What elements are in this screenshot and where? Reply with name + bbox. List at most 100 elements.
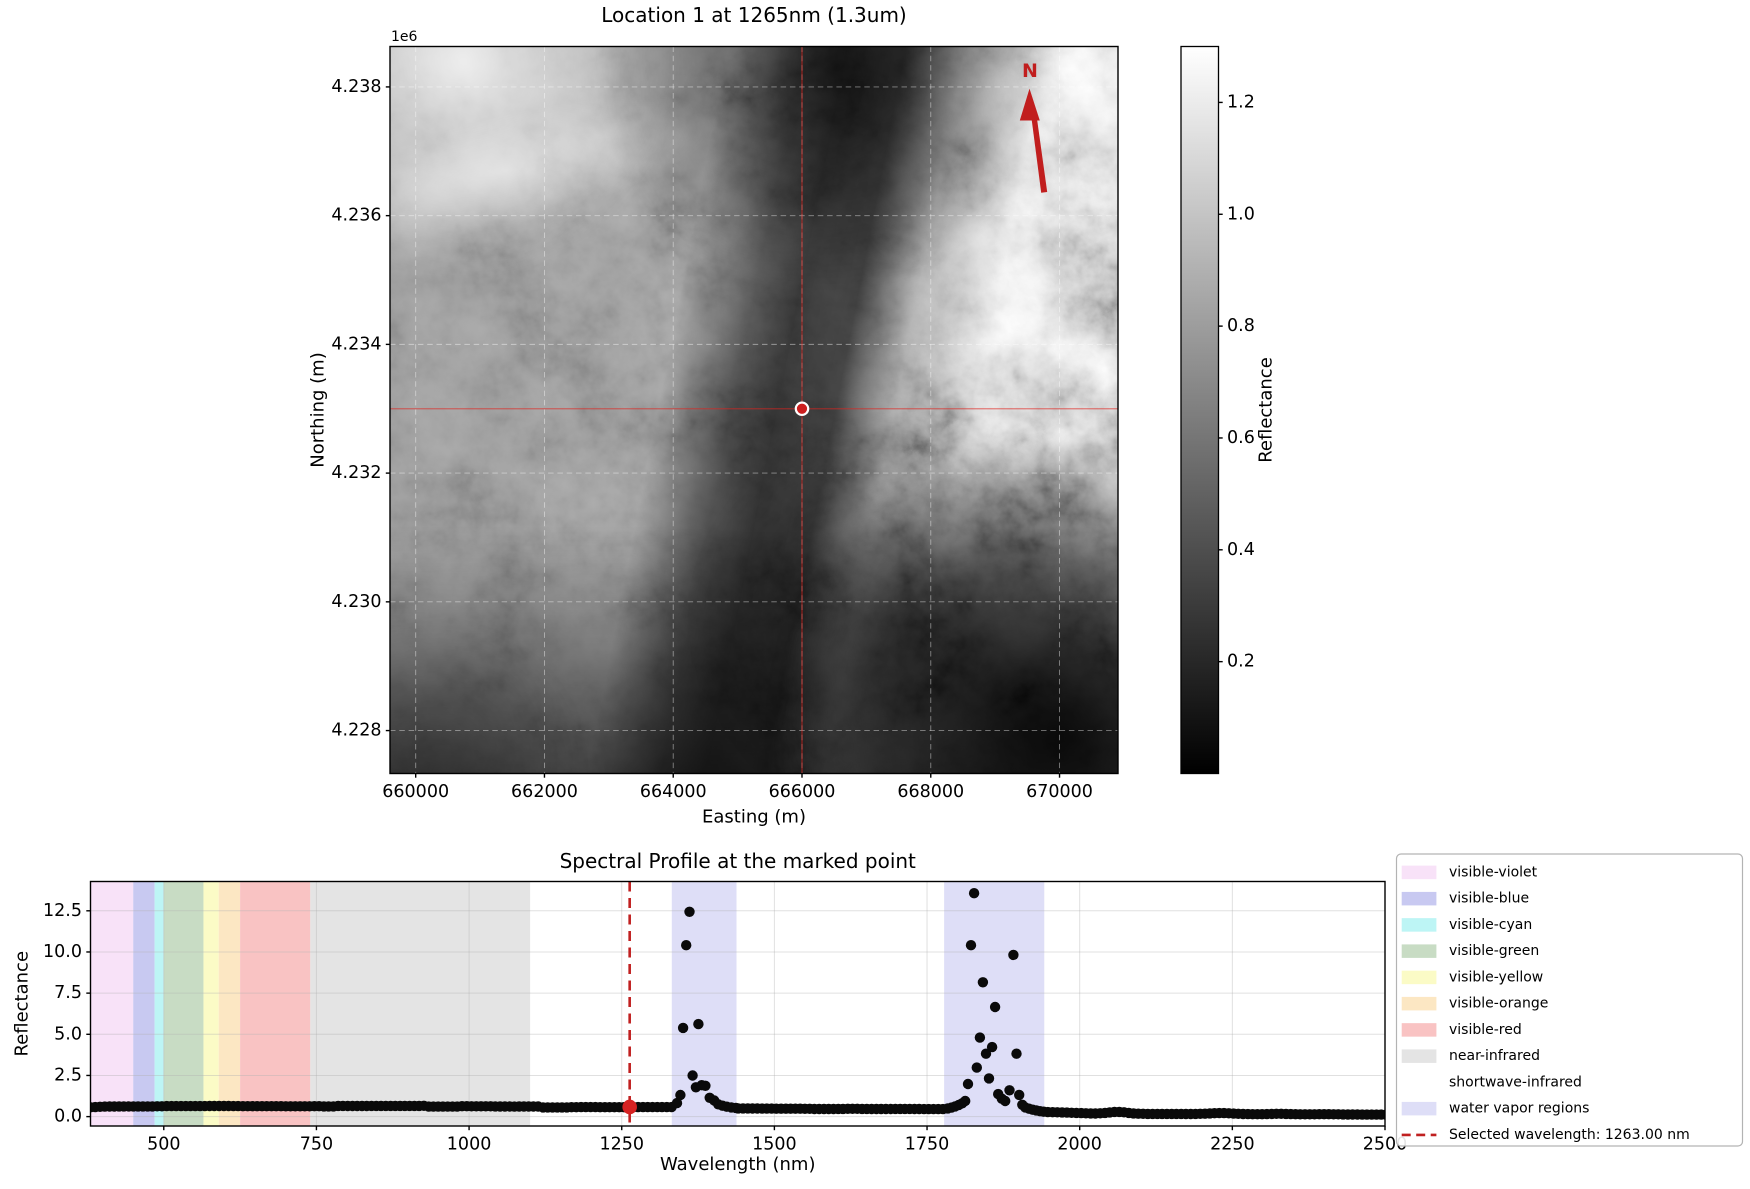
map-title: Location 1 at 1265nm (1.3um) xyxy=(601,3,906,27)
map-xtick-label: 664000 xyxy=(640,782,707,802)
data-point xyxy=(677,1022,689,1034)
data-point xyxy=(965,940,977,951)
data-point xyxy=(1004,1085,1015,1096)
spectral-ticks xyxy=(86,910,1386,1131)
chart-shape xyxy=(390,46,1118,774)
map-ytick-label: 4.230 xyxy=(331,592,381,612)
data-point xyxy=(977,977,989,988)
legend-swatch xyxy=(1401,1101,1437,1116)
legend-item-7: near-infrared xyxy=(1401,1048,1540,1064)
data-point xyxy=(687,1070,698,1081)
map-ytick-label: 4.228 xyxy=(331,721,381,741)
north-arrow xyxy=(1019,88,1048,193)
spectral-bands xyxy=(90,881,1045,1126)
spectral-title: Spectral Profile at the marked point xyxy=(560,849,916,873)
spectral-xtick-label: 1000 xyxy=(447,1135,492,1155)
data-point xyxy=(1014,1089,1025,1101)
colorbar-tick-label: 0.8 xyxy=(1227,316,1255,336)
data-point xyxy=(960,1095,971,1107)
band-near-infrared xyxy=(310,881,531,1126)
colorbar-tick-label: 0.6 xyxy=(1227,428,1255,448)
map-xlabel: Easting (m) xyxy=(702,807,806,828)
spectral-xtick-label: 2000 xyxy=(1057,1135,1102,1155)
legend-box xyxy=(1395,853,1744,1147)
spectral-xtick-label: 1250 xyxy=(599,1135,644,1155)
spectral-xtick-label: 2250 xyxy=(1210,1135,1255,1155)
data-point xyxy=(675,1089,686,1101)
data-point xyxy=(986,1041,998,1053)
legend-item-label: visible-yellow xyxy=(1449,969,1543,985)
legend-item-label: visible-green xyxy=(1449,943,1539,959)
colorbar-tick-label: 0.2 xyxy=(1227,652,1255,672)
north-arrow-label: N xyxy=(1022,60,1038,82)
legend-item-label: near-infrared xyxy=(1449,1048,1540,1064)
data-point xyxy=(693,1018,704,1030)
legend-item-label: water vapor regions xyxy=(1449,1101,1589,1117)
data-point xyxy=(1000,1095,1011,1107)
map-axes-border xyxy=(389,45,1119,775)
legend-item-label: visible-red xyxy=(1449,1022,1522,1038)
legend-swatch xyxy=(1401,1023,1437,1037)
spectral-xtick-label: 500 xyxy=(147,1135,180,1155)
selected-point xyxy=(622,1099,637,1115)
legend-swatch xyxy=(1401,970,1437,985)
legend-item-label: shortwave-infrared xyxy=(1449,1074,1582,1090)
legend-item-label: Selected wavelength: 1263.00 nm xyxy=(1449,1127,1690,1143)
colorbar-tick-label: 1.2 xyxy=(1227,92,1255,112)
data-point xyxy=(671,1097,683,1109)
legend-item-label: visible-cyan xyxy=(1449,917,1532,933)
map-ticks xyxy=(385,86,1061,778)
spectral-xlabel: Wavelength (nm) xyxy=(660,1154,816,1175)
colorbar: 0.2 0.4 0.6 0.8 1.0 1.2 Reflectance xyxy=(1180,45,1277,775)
legend-item-10: Selected wavelength: 1263.00 nm xyxy=(1401,1127,1690,1143)
legend-item-4: visible-yellow xyxy=(1401,969,1543,985)
map-xtick-label: 662000 xyxy=(511,782,578,802)
data-point xyxy=(980,1048,992,1059)
map-offset-label: 1e6 xyxy=(391,29,418,45)
spectral-xtick-label: 750 xyxy=(300,1135,333,1155)
data-point xyxy=(700,1080,711,1092)
data-point xyxy=(962,1078,974,1090)
chart-shape xyxy=(1019,88,1040,121)
data-point xyxy=(1008,949,1019,961)
legend-item-label: visible-blue xyxy=(1449,891,1529,907)
map-ylabel: Northing (m) xyxy=(308,352,329,467)
band-visible-yellow xyxy=(203,881,219,1126)
legend-item-2: visible-cyan xyxy=(1401,917,1532,933)
map-panel: N 660000 662000 664000 666000 668000 670000 4.2… xyxy=(308,3,1119,828)
legend: visible-violet visible-blue visible-cyan vi… xyxy=(1395,853,1744,1147)
spectral-ytick-label: 5.0 xyxy=(54,1024,82,1044)
legend-swatch xyxy=(1401,1049,1437,1063)
spectral-points xyxy=(90,888,1385,1120)
band-visible-red xyxy=(240,881,311,1126)
band-visible-orange xyxy=(218,881,241,1126)
legend-item-5: visible-orange xyxy=(1401,996,1548,1012)
legend-swatch xyxy=(1401,944,1437,958)
data-point xyxy=(983,1073,995,1084)
map-ytick-label: 4.238 xyxy=(331,77,381,97)
spectral-ytick-label: 12.5 xyxy=(43,901,82,921)
legend-item-1: visible-blue xyxy=(1401,891,1529,907)
colorbar-gradient xyxy=(1181,46,1219,774)
colorbar-tick-label: 1.0 xyxy=(1227,204,1255,224)
legend-swatch xyxy=(1401,865,1437,880)
data-point xyxy=(681,940,692,951)
map-ytick-label: 4.236 xyxy=(331,206,381,226)
data-point xyxy=(684,906,695,917)
data-point xyxy=(1011,1048,1022,1059)
spectral-xtick-label: 1500 xyxy=(752,1135,797,1155)
colorbar-border xyxy=(1180,45,1220,775)
map-ytick-label: 4.232 xyxy=(331,463,381,483)
chart-shape xyxy=(1031,116,1048,193)
map-xtick-label: 668000 xyxy=(897,782,964,802)
legend-swatch xyxy=(1401,996,1437,1011)
band-visible-blue xyxy=(133,881,155,1126)
legend-item-3: visible-green xyxy=(1401,943,1539,959)
marked-point xyxy=(794,401,810,417)
legend-swatch xyxy=(1401,918,1437,932)
spectral-ytick-label: 0.0 xyxy=(54,1107,82,1127)
spectral-axes-border xyxy=(89,880,1386,1127)
spectral-ytick-label: 10.0 xyxy=(43,942,82,962)
legend-item-label: visible-violet xyxy=(1449,864,1538,880)
legend-item-9: water vapor regions xyxy=(1401,1101,1589,1117)
